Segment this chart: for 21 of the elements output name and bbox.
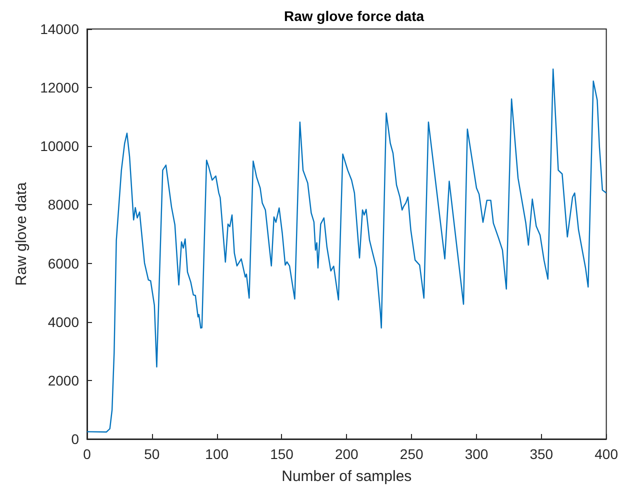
chart-title: Raw glove force data	[284, 8, 424, 24]
x-tick-label: 300	[464, 446, 488, 462]
x-tick-label: 0	[83, 446, 92, 462]
x-tick-label: 50	[144, 446, 160, 462]
y-tick-label: 4000	[48, 314, 80, 330]
y-tick-label: 14000	[40, 21, 80, 37]
x-tick-label: 200	[334, 446, 359, 462]
x-tick-label: 350	[530, 446, 554, 462]
y-tick-label: 12000	[40, 80, 80, 96]
line-series	[86, 68, 607, 433]
y-tick-label: 2000	[48, 372, 80, 388]
x-tick-label: 150	[270, 446, 294, 462]
x-axis-title: Number of samples	[282, 468, 412, 485]
y-tick-label: 10000	[40, 138, 80, 154]
x-tick-label: 400	[594, 446, 618, 462]
y-tick-label: 6000	[48, 255, 80, 272]
y-axis-title: Raw glove data	[13, 182, 30, 286]
x-tick-label: 100	[205, 446, 229, 462]
y-tick-label: 8000	[48, 196, 80, 213]
y-tick-label: 0	[71, 431, 80, 447]
x-tick-label: 250	[400, 446, 424, 462]
